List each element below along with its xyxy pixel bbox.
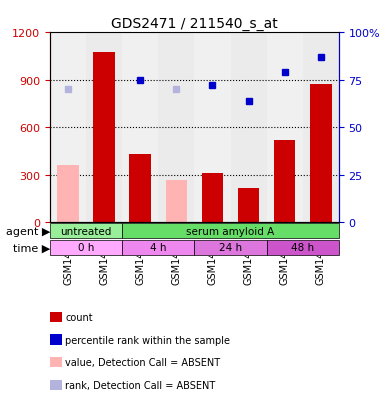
Bar [202, 174, 223, 223]
FancyBboxPatch shape [50, 224, 122, 239]
Text: count: count [65, 312, 93, 322]
Bar [166, 180, 187, 223]
Bar [57, 166, 79, 223]
Bar [274, 140, 296, 223]
Bar [129, 155, 151, 223]
Text: percentile rank within the sample: percentile rank within the sample [65, 335, 231, 345]
Bar [94, 53, 115, 223]
Text: 4 h: 4 h [150, 243, 167, 253]
Text: rank, Detection Call = ABSENT: rank, Detection Call = ABSENT [65, 380, 216, 390]
Bar [86, 33, 122, 223]
Text: value, Detection Call = ABSENT: value, Detection Call = ABSENT [65, 358, 221, 368]
Title: GDS2471 / 211540_s_at: GDS2471 / 211540_s_at [111, 17, 278, 31]
Text: 24 h: 24 h [219, 243, 242, 253]
FancyBboxPatch shape [122, 224, 339, 239]
Bar [266, 33, 303, 223]
FancyBboxPatch shape [50, 240, 122, 255]
FancyBboxPatch shape [266, 240, 339, 255]
Bar [158, 33, 194, 223]
FancyBboxPatch shape [122, 240, 194, 255]
Bar [231, 33, 266, 223]
Text: time ▶: time ▶ [13, 243, 50, 253]
Bar [194, 33, 231, 223]
Text: 0 h: 0 h [78, 243, 94, 253]
Bar [303, 33, 339, 223]
Bar [310, 85, 331, 223]
Bar [238, 188, 259, 223]
Bar [50, 33, 86, 223]
Text: serum amyloid A: serum amyloid A [186, 226, 275, 236]
Text: untreated: untreated [60, 226, 112, 236]
Bar [122, 33, 158, 223]
FancyBboxPatch shape [194, 240, 266, 255]
Text: 48 h: 48 h [291, 243, 314, 253]
Text: agent ▶: agent ▶ [6, 226, 50, 236]
